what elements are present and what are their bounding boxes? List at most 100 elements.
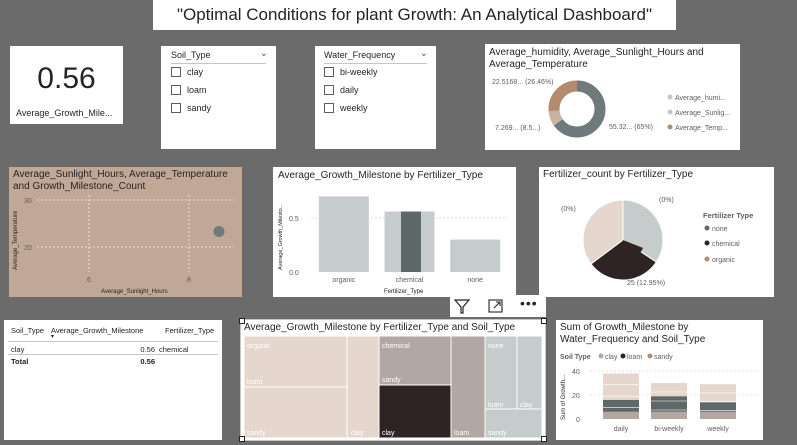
stacked-xtick-bi-weekly: bi-weekly xyxy=(654,426,684,433)
sort-down-icon[interactable]: ▾ xyxy=(51,334,55,340)
stacked-ytick: 40 xyxy=(572,369,580,376)
pie-slice-chemical-inner[interactable] xyxy=(615,240,643,262)
stacked-bar-daily-clay[interactable] xyxy=(603,411,639,419)
stacked-legend-sandy[interactable]: sandy xyxy=(654,354,673,361)
stacked-bar-weekly-loam[interactable] xyxy=(700,402,736,412)
donut-chart[interactable]: 22.5168... (26.46%) 7.269... (8.5...) 55… xyxy=(485,44,740,150)
treemap-tile-none-clay[interactable] xyxy=(516,335,543,410)
scatter-xtick: 6 xyxy=(87,277,91,284)
treemap-chart[interactable]: organic loam sandy clay chemical sandy c… xyxy=(241,320,545,440)
bar-xtick-chemical: chemical xyxy=(396,277,424,284)
option-label: daily xyxy=(340,85,359,95)
stacked-legend-loam[interactable]: loam xyxy=(627,354,642,361)
treemap-tile-organic-sandy[interactable] xyxy=(243,386,348,439)
chevron-down-icon[interactable]: ⌄ xyxy=(259,48,268,59)
stacked-column-chart[interactable]: Soil Type clay loam sandy 40 20 0 Sum of… xyxy=(556,320,763,440)
checkbox-icon[interactable] xyxy=(324,67,334,77)
pie-legend-organic[interactable]: organic xyxy=(712,257,735,264)
resize-handle[interactable] xyxy=(541,318,547,324)
scatter-chart[interactable]: 30 20 6 8 Average_Sunlight_Hours Average… xyxy=(9,167,242,297)
resize-handle[interactable] xyxy=(239,436,245,442)
col-header-avg-growth[interactable]: Average_Growth_Milestone xyxy=(51,326,144,335)
treemap-tile-organic-clay[interactable] xyxy=(346,335,380,439)
treemap-tile-none-sandy[interactable] xyxy=(484,408,543,439)
more-options-icon[interactable]: ••• xyxy=(520,295,538,311)
donut-segment-temperature[interactable] xyxy=(548,80,606,138)
stacked-bar-bi-weekly-loam[interactable] xyxy=(651,396,687,412)
stacked-bar-weekly-clay[interactable] xyxy=(700,411,736,419)
checkbox-icon[interactable] xyxy=(171,103,181,113)
water-option-daily[interactable]: daily xyxy=(324,81,378,99)
stacked-xtick-weekly: weekly xyxy=(706,426,729,433)
treemap-label: sandy xyxy=(382,377,401,384)
donut-legend-humidity[interactable]: Average_humi... xyxy=(675,95,726,102)
option-label: clay xyxy=(187,67,204,77)
stacked-chart-card[interactable]: Sum of Growth_Milestone by Water_Frequen… xyxy=(556,320,763,440)
treemap-label: loam xyxy=(454,430,469,437)
donut-legend-temperature[interactable]: Average_Temp... xyxy=(675,125,728,132)
divider xyxy=(8,354,218,355)
treemap-card[interactable]: Average_Growth_Milestone by Fertilizer_T… xyxy=(239,318,547,442)
donut-label-left: 7.269... (8.5...) xyxy=(495,125,541,132)
treemap-label: clay xyxy=(382,430,395,437)
checkbox-icon[interactable] xyxy=(324,103,334,113)
resize-handle[interactable] xyxy=(239,318,245,324)
kpi-card[interactable]: 0.56 Average_Growth_Mile... xyxy=(10,46,123,124)
col-header-soil-type[interactable]: Soil_Type xyxy=(11,326,44,335)
pie-chart-card[interactable]: Fertilizer_count by Fertilizer_Type (0%)… xyxy=(539,167,774,297)
legend-dot xyxy=(704,256,710,262)
pie-legend-none[interactable]: none xyxy=(712,226,728,233)
soil-type-slicer[interactable]: Soil_Type ⌄ clay loam sandy xyxy=(161,46,276,149)
treemap-tile-organic-loam[interactable] xyxy=(243,335,348,388)
treemap-tile-chemical-loam[interactable] xyxy=(450,335,486,439)
divider xyxy=(8,341,218,342)
soil-option-sandy[interactable]: sandy xyxy=(171,99,211,117)
stacked-legend-clay[interactable]: clay xyxy=(605,354,618,361)
legend-dot xyxy=(620,353,626,359)
scatter-point[interactable] xyxy=(213,225,225,237)
col-header-fertilizer-type[interactable]: Fertilizer_Type xyxy=(165,326,215,335)
pie-chart[interactable]: (0%) (0%) 25 (12.95%) Fertilizer Type no… xyxy=(539,167,774,297)
soil-option-loam[interactable]: loam xyxy=(171,81,211,99)
checkbox-icon[interactable] xyxy=(324,85,334,95)
bar-highlight-chemical[interactable] xyxy=(401,211,421,272)
chevron-down-icon[interactable]: ⌄ xyxy=(419,48,428,59)
cell-avg-growth: 0.56 xyxy=(140,345,155,354)
treemap-tile-chemical-clay[interactable] xyxy=(378,384,452,439)
option-label: loam xyxy=(187,85,207,95)
water-frequency-slicer[interactable]: Water_Frequency ⌄ bi-weekly daily weekly xyxy=(315,46,436,149)
stacked-ylabel: Sum of Growth... xyxy=(561,375,567,420)
kpi-label: Average_Growth_Mile... xyxy=(16,108,113,118)
dashboard-title-box: "Optimal Conditions for plant Growth: An… xyxy=(153,0,676,30)
stacked-bar-weekly-sandy[interactable] xyxy=(700,384,736,403)
filter-icon[interactable] xyxy=(452,296,472,316)
bar-chart[interactable]: 0.5 0.0 Average_Growth_Milesto... Fertil… xyxy=(273,167,516,297)
checkbox-icon[interactable] xyxy=(171,85,181,95)
resize-handle[interactable] xyxy=(541,436,547,442)
focus-mode-icon[interactable] xyxy=(486,296,506,316)
scatter-chart-card[interactable]: Average_Sunlight_Hours, Average_Temperat… xyxy=(9,167,242,297)
divider xyxy=(324,63,427,64)
pie-legend-chemical[interactable]: chemical xyxy=(712,241,740,248)
option-label: bi-weekly xyxy=(340,67,378,77)
bar-none[interactable] xyxy=(450,239,501,272)
stacked-legend-title: Soil Type xyxy=(560,354,591,361)
table-row[interactable]: clay 0.56 chemical xyxy=(11,345,221,355)
bar-xtick-none: none xyxy=(467,277,483,284)
table-visual[interactable]: Soil_Type Average_Growth_Milestone ▾ Fer… xyxy=(4,320,222,440)
donut-chart-card[interactable]: Average_humidity, Average_Sunlight_Hours… xyxy=(485,44,740,150)
option-label: sandy xyxy=(187,103,212,113)
bar-organic[interactable] xyxy=(318,196,369,272)
stacked-bar-daily-loam[interactable] xyxy=(603,399,639,412)
treemap-tile-chemical-sandy[interactable] xyxy=(378,335,452,386)
donut-legend-sunlight[interactable]: Average_Sunlig... xyxy=(675,110,730,117)
soil-option-clay[interactable]: clay xyxy=(171,63,211,81)
bar-chart-card[interactable]: Average_Growth_Milestone by Fertilizer_T… xyxy=(273,167,516,297)
checkbox-icon[interactable] xyxy=(171,67,181,77)
stacked-bar-daily-sandy[interactable] xyxy=(603,373,639,400)
stacked-bar-bi-weekly-sandy[interactable] xyxy=(651,383,687,397)
water-option-weekly[interactable]: weekly xyxy=(324,99,378,117)
pie-slice-organic[interactable] xyxy=(582,199,624,265)
water-option-bi-weekly[interactable]: bi-weekly xyxy=(324,63,378,81)
stacked-bar-bi-weekly-clay[interactable] xyxy=(651,411,687,419)
